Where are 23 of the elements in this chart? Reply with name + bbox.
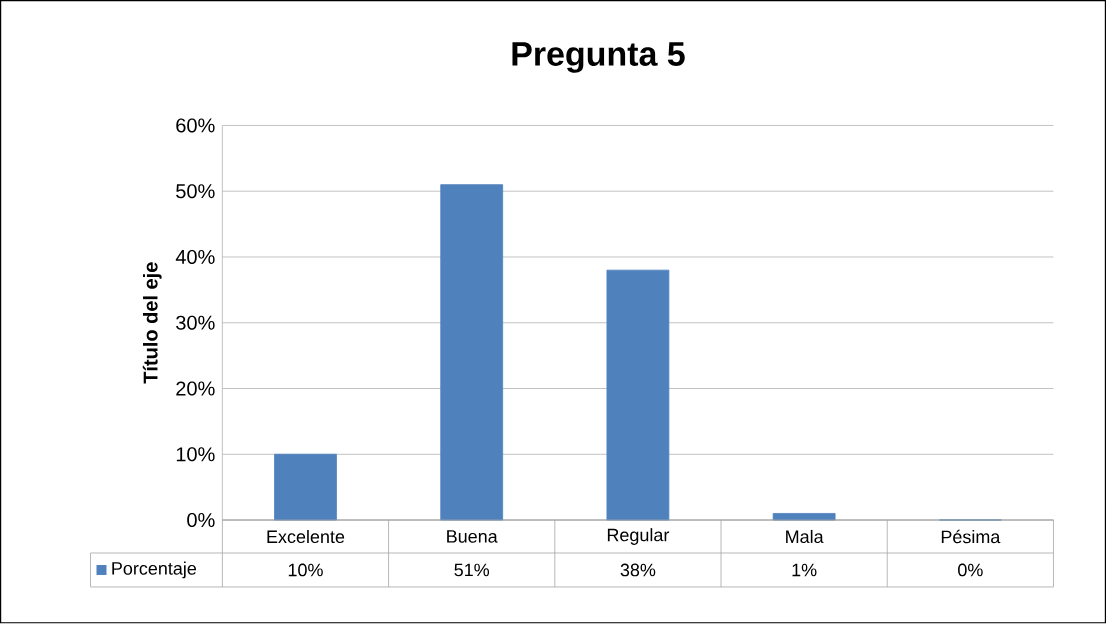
legend-label: Porcentaje — [112, 561, 197, 579]
y-tick-label: 30% — [176, 315, 215, 331]
data-label: 1% — [792, 563, 817, 577]
data-label: 0% — [958, 563, 983, 577]
x-tick-label: Pésima — [941, 530, 1001, 544]
data-label: 51% — [454, 563, 490, 577]
x-tick-label: Buena — [447, 530, 498, 544]
y-axis-title: Título del eje — [142, 262, 162, 384]
data-label: 10% — [288, 563, 323, 577]
y-tick-label: 20% — [176, 381, 215, 396]
x-tick-label: Regular — [607, 528, 670, 546]
y-tick-label: 40% — [175, 250, 215, 265]
y-tick-label: 50% — [176, 184, 215, 199]
bar — [274, 454, 337, 521]
bar — [606, 269, 670, 521]
y-tick-label: 10% — [176, 447, 215, 462]
bar — [440, 184, 504, 521]
y-tick-label: 60% — [176, 118, 215, 133]
y-tick-label: 0% — [187, 513, 215, 528]
data-label: 38% — [620, 563, 656, 577]
x-tick-label: Mala — [786, 530, 824, 544]
x-tick-label: Excelente — [267, 530, 345, 544]
chart-title: Pregunta 5 — [512, 42, 685, 74]
